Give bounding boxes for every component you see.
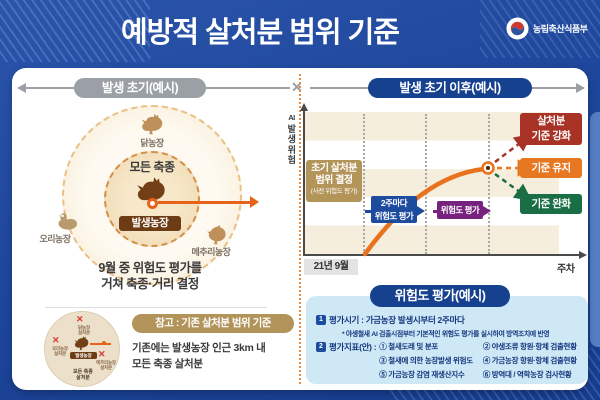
branch-maintain-label: 기준 유지: [520, 158, 582, 178]
chart-gridline-2: [425, 114, 427, 254]
branch-relax-line: [494, 172, 533, 201]
risk-curve: [362, 166, 487, 257]
branch-strengthen-label: 살처분 기준 강화: [520, 113, 582, 145]
previous-standard-diagram: ✕ 닭농장 살처분 ✕ 오리농장 살처분 발생농장 ✕ 메추리농장 살처분 모든 축종…: [44, 311, 120, 387]
x-axis: [303, 254, 581, 256]
x-axis-end-label: 주차: [557, 264, 575, 275]
left-caption-line1: 9월 중 위험도 평가를: [98, 261, 202, 275]
decor-right-edge-tab: [590, 112, 600, 347]
x-axis-arrow-icon: [579, 251, 587, 259]
risk-eval-arrow-head-icon: [483, 206, 491, 216]
mini-radius-line: [90, 343, 111, 345]
ministry-logo: 농림축산식품부: [506, 17, 588, 40]
badge-2-icon: 2: [316, 341, 326, 352]
reference-body-line2: 모든 축종 살처분: [132, 358, 203, 370]
indicator-3: ③ 철새에 의한 농장발생 위험도: [379, 356, 473, 365]
phase-label-early: 발생 초기(예시): [74, 78, 206, 98]
taegeuk-icon: [506, 17, 529, 40]
branch-strengthen-line: [494, 133, 532, 163]
chicken-farm-label: 닭농장: [140, 138, 164, 148]
mini-all-species-label: 모든 축종 살처분: [73, 369, 93, 381]
arrow-left-head-icon: [17, 83, 26, 93]
assessment-title: 위험도 평가(예시): [370, 285, 510, 307]
branch-relax-label: 기준 완화: [520, 194, 582, 214]
outbreak-farm-badge: 발생농장: [118, 215, 182, 232]
left-caption: 9월 중 위험도 평가를 거쳐 축종·거리 결정: [50, 260, 250, 292]
ministry-name: 농림축산식품부: [533, 24, 588, 34]
mini-chicken-label: 닭농장 살처분: [78, 325, 90, 335]
mini-radius-dot-icon: [102, 341, 106, 345]
radius-arrow-head-icon: [250, 196, 259, 208]
page-title: 예방적 살처분 범위 기준: [121, 17, 400, 49]
biweekly-eval-arrow-head-icon: [417, 206, 425, 216]
indicator-grid: ① 철새도래 및 분포 ② 야생조류 항원·항체 검출현황 ③ 철새에 의한 농…: [379, 341, 577, 380]
target-icon: [147, 198, 158, 209]
x-mark-icon: ✕: [98, 349, 106, 359]
x-cross-icon: ✕: [291, 79, 303, 95]
biweekly-eval-box: 2주마다 위험도 평가: [371, 196, 417, 223]
radius-arrow: [158, 201, 250, 204]
chart-gridline-3: [488, 114, 490, 254]
badge-1-icon: 1: [316, 314, 326, 325]
x-mark-icon: ✕: [76, 314, 84, 324]
x-axis-start-tick: 21년 9월: [304, 259, 358, 275]
indicator-4: ④ 가금농장 항원·항체 검출현황: [482, 356, 577, 365]
assessment-item-2: 2 평가지표(안) : ① 철새도래 및 분포 ② 야생조류 항원·항체 검출현…: [316, 341, 580, 380]
quail-farm-label: 메추리농장: [191, 247, 231, 257]
main-panel: ✕ 발생 초기(예시) 발생 초기 이후(예시) 닭농장 모든 축종 발생농장 …: [12, 68, 588, 390]
left-caption-line2: 거쳐 축종·거리 결정: [101, 277, 199, 291]
outbreak-chicken-icon: [137, 177, 165, 205]
quail-farm-icon: [207, 224, 226, 245]
mini-chicken-icon: [74, 336, 89, 350]
y-axis: [303, 110, 305, 256]
assessment-item-1: 1 평가시기 : 가금농장 발생시부터 2주마다: [316, 314, 580, 326]
indicator-1: ① 철새도래 및 분포: [379, 342, 439, 351]
reference-divider: [45, 307, 267, 308]
reference-title: 참고 : 기존 살처분 범위 기준: [132, 314, 294, 333]
risk-eval-box: 위험도 평가: [437, 201, 483, 219]
y-axis-arrow-icon: [300, 103, 308, 111]
initial-decision-box: 초기 살처분 범위 결정 (사전 위험도 평가): [306, 160, 362, 202]
indicator-6: ⑥ 방역대 / 역학농장 검사현황: [482, 370, 572, 379]
phase-label-after: 발생 초기 이후(예시): [368, 78, 532, 98]
assessment-box: 1 평가시기 : 가금농장 발생시부터 2주마다 * 야생철새 AI 검출시점부…: [306, 296, 588, 384]
indicator-5: ⑤ 가금농장 감염 재생산지수: [379, 370, 465, 379]
chicken-farm-icon: [141, 113, 163, 135]
mini-quail-label: 메추리농장 살처분: [96, 360, 116, 370]
duck-farm-icon: [58, 213, 78, 230]
reference-body: 기존에는 발생농장 인근 3km 내 모든 축종 살처분: [132, 340, 298, 372]
reference-body-line1: 기존에는 발생농장 인근 3km 내: [132, 342, 266, 354]
arrow-right-head-icon: [576, 83, 585, 93]
chart-gridline-1: [363, 114, 365, 254]
mini-duck-label: 오리농장 살처분: [52, 346, 68, 356]
mini-outbreak-badge: 발생농장: [70, 352, 97, 359]
indicator-2: ② 야생조류 항원·항체 검출현황: [482, 342, 577, 351]
all-species-label: 모든 축종: [129, 160, 176, 174]
duck-farm-label: 오리농장: [39, 234, 71, 244]
panel-divider: [299, 74, 301, 384]
assessment-note: * 야생철새 AI 검출시점부터 기본적인 위험도 평가를 실시하여 방역조치에…: [342, 331, 550, 338]
x-mark-icon: ✕: [52, 335, 60, 345]
y-axis-label: AI 발 생 위 험: [287, 113, 296, 165]
